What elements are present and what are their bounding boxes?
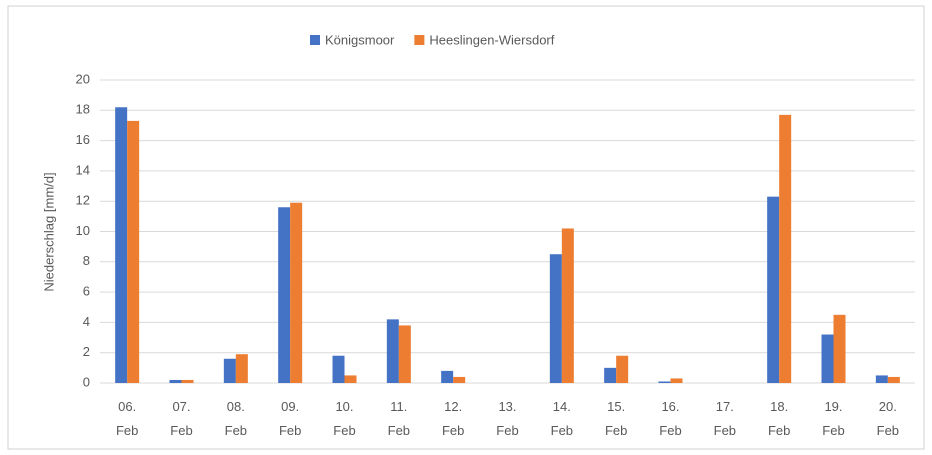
- x-tick-label: 09. Feb: [279, 399, 301, 438]
- x-tick-label: 10. Feb: [333, 399, 355, 438]
- bar: [833, 314, 846, 383]
- bar: [398, 325, 411, 383]
- y-tick-label: 4: [83, 314, 90, 329]
- x-tick-label: 19. Feb: [822, 399, 844, 438]
- x-tick-label: 15. Feb: [605, 399, 627, 438]
- y-axis-label: Niederschlag [mm/d]: [41, 172, 56, 291]
- bar: [616, 355, 629, 383]
- x-tick-label: 16. Feb: [659, 399, 681, 438]
- bar: [821, 334, 834, 383]
- y-tick-label: 18: [76, 102, 90, 117]
- x-tick-label: 20. Feb: [877, 399, 899, 438]
- bar: [670, 378, 683, 383]
- x-tick-label: 18. Feb: [768, 399, 790, 438]
- bar: [386, 319, 399, 383]
- x-tick-label: 14. Feb: [551, 399, 573, 438]
- bar: [604, 367, 617, 383]
- bar: [169, 379, 182, 383]
- bar: [235, 354, 248, 383]
- y-tick-label: 8: [83, 253, 90, 268]
- bar: [127, 120, 140, 383]
- x-tick-label: 07. Feb: [170, 399, 192, 438]
- y-tick-label: 16: [76, 132, 90, 147]
- bar: [223, 358, 236, 383]
- x-tick-label: 13. Feb: [496, 399, 518, 438]
- bar: [658, 381, 671, 383]
- bar: [561, 228, 574, 383]
- y-tick-label: 14: [76, 162, 90, 177]
- y-tick-label: 6: [83, 284, 90, 299]
- x-tick-label: 06. Feb: [116, 399, 138, 438]
- y-tick-label: 10: [76, 223, 90, 238]
- bar: [344, 375, 357, 383]
- bar: [549, 254, 562, 383]
- bar: [875, 375, 888, 383]
- legend-swatch: [414, 35, 425, 45]
- bar: [332, 355, 345, 383]
- x-tick-label: 17. Feb: [714, 399, 736, 438]
- bar: [278, 207, 291, 383]
- legend-label: Königsmoor: [325, 32, 395, 47]
- bar: [453, 376, 466, 383]
- y-tick-label: 2: [83, 344, 90, 359]
- bar: [779, 114, 792, 383]
- bar: [887, 376, 900, 383]
- x-tick-label: 12. Feb: [442, 399, 464, 438]
- bar: [181, 379, 194, 383]
- y-tick-label: 20: [76, 71, 90, 86]
- y-tick-label: 12: [76, 193, 90, 208]
- legend-swatch: [310, 35, 320, 45]
- x-tick-label: 11. Feb: [388, 399, 410, 438]
- bar: [767, 196, 780, 383]
- bar: [115, 107, 128, 384]
- bar: [290, 202, 303, 383]
- x-tick-label: 08. Feb: [225, 399, 247, 438]
- bar: [441, 370, 454, 383]
- legend-label: Heeslingen-Wiersdorf: [429, 32, 554, 47]
- y-tick-label: 0: [83, 374, 90, 389]
